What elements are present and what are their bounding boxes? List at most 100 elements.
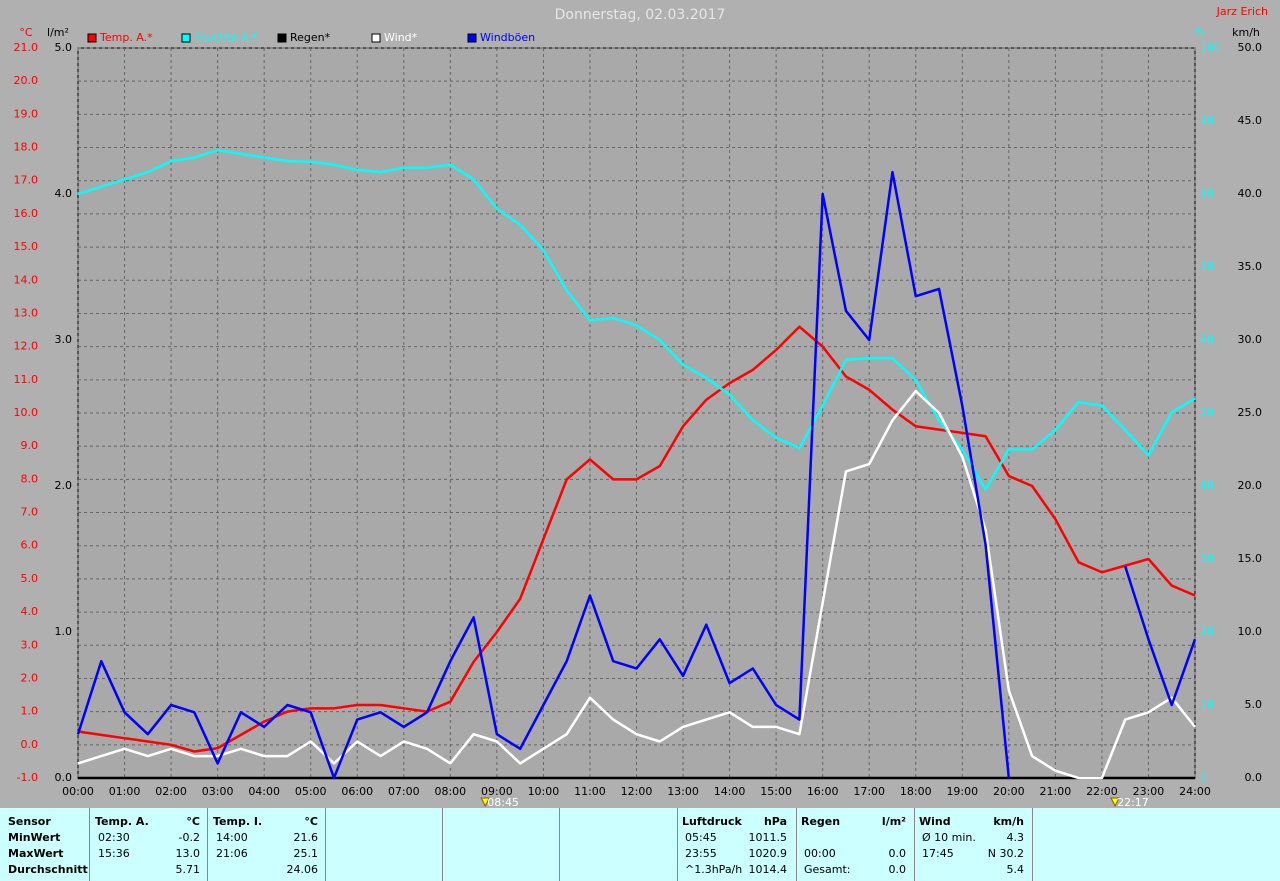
- value: 1020.9: [748, 847, 788, 860]
- y2-tick-label: 50.0: [1238, 41, 1263, 54]
- y-tick-label: 12.0: [14, 340, 39, 353]
- author: Jarz Erich: [1216, 5, 1268, 18]
- legend-label: Temp. A.*: [99, 31, 153, 44]
- legend-label: Wind*: [384, 31, 418, 44]
- y3-tick-label: 20: [1200, 625, 1214, 638]
- time: 00:00: [804, 847, 836, 860]
- y2-axis-unit: km/h: [1232, 26, 1260, 39]
- divider: [89, 808, 90, 881]
- y-tick-label: 4.0: [21, 605, 39, 618]
- y-tick-label: 8.0: [21, 472, 39, 485]
- marker-label: 08:45: [487, 796, 519, 808]
- y-tick-label: 17.0: [14, 174, 39, 187]
- x-tick-label: 11:00: [574, 785, 606, 798]
- marker: [1110, 797, 1120, 808]
- y3-tick-label: 40: [1200, 479, 1214, 492]
- panel-title: Temp. I.: [213, 815, 263, 828]
- y2-tick-label: 30.0: [1238, 333, 1263, 346]
- series-line: [77, 389, 1196, 780]
- y-tick-label: -1.0: [17, 771, 38, 784]
- time: 02:30: [98, 831, 130, 844]
- legend-swatch: [277, 33, 287, 43]
- panel-unit: hPa: [763, 815, 787, 828]
- y3-tick-label: 100: [1200, 41, 1221, 54]
- y-tick-label: 15.0: [14, 240, 39, 253]
- value: 1011.5: [748, 831, 788, 844]
- value: 5.4: [1006, 863, 1025, 876]
- series-line: [77, 148, 1196, 491]
- panel-unit: l/m²: [881, 815, 906, 828]
- time: 17:45: [922, 847, 954, 860]
- x-tick-label: 18:00: [900, 785, 932, 798]
- y-tick-label: 0.0: [21, 738, 39, 751]
- y3-tick-label: 70: [1200, 260, 1214, 273]
- y2-tick-label: 25.0: [1238, 406, 1263, 419]
- y-tick-label: 19.0: [14, 107, 39, 120]
- time: 21:06: [216, 847, 248, 860]
- x-tick-label: 00:00: [62, 785, 94, 798]
- legend-label: Feuchte A.*: [194, 31, 258, 44]
- y3-tick-label: 90: [1200, 114, 1214, 127]
- x-tick-label: 03:00: [202, 785, 234, 798]
- row-label: MaxWert: [8, 847, 64, 860]
- time: 05:45: [685, 831, 717, 844]
- divider: [559, 808, 560, 881]
- value: 21.6: [293, 831, 319, 844]
- y-tick-label: 18.0: [14, 141, 39, 154]
- series-line: [77, 325, 1196, 753]
- y-tick-label: 14.0: [14, 273, 39, 286]
- y3-tick-label: 60: [1200, 333, 1214, 346]
- legend-label: Windböen: [480, 31, 535, 44]
- y4-tick-label: 2.0: [55, 479, 73, 492]
- legend-swatch: [87, 33, 97, 43]
- marker-label: 22:17: [1117, 796, 1149, 808]
- y-tick-label: 1.0: [21, 705, 39, 718]
- value: 5.71: [175, 863, 201, 876]
- divider: [796, 808, 797, 881]
- x-tick-label: 17:00: [853, 785, 885, 798]
- x-tick-label: 06:00: [341, 785, 373, 798]
- divider: [325, 808, 326, 881]
- y4-tick-label: 1.0: [55, 625, 73, 638]
- summary-table: Sensor MinWert MaxWert Durchschnitt Temp. A.…: [0, 808, 1280, 881]
- time: 23:55: [685, 847, 717, 860]
- legend-swatch: [181, 33, 191, 43]
- divider: [207, 808, 208, 881]
- panel-title: Luftdruck: [682, 815, 742, 828]
- value: 24.06: [286, 863, 319, 876]
- y-axis-unit: °C: [19, 26, 33, 39]
- legend-label: Regen*: [290, 31, 331, 44]
- y-tick-label: 20.0: [14, 74, 39, 87]
- value: 0.0: [888, 847, 907, 860]
- y-tick-label: 16.0: [14, 207, 39, 220]
- y2-tick-label: 5.0: [1245, 698, 1263, 711]
- y-tick-label: 13.0: [14, 306, 39, 319]
- time: 14:00: [216, 831, 248, 844]
- y-tick-label: 5.0: [21, 572, 39, 585]
- panel-title: Regen: [801, 815, 841, 828]
- x-tick-label: 15:00: [760, 785, 792, 798]
- time: Ø 10 min.: [922, 831, 976, 844]
- y-tick-label: 10.0: [14, 406, 39, 419]
- x-tick-label: 04:00: [248, 785, 280, 798]
- y4-tick-label: 0.0: [55, 771, 73, 784]
- x-tick-label: 08:00: [434, 785, 466, 798]
- y4-tick-label: 4.0: [55, 187, 73, 200]
- marker: [480, 797, 491, 808]
- x-tick-label: 19:00: [946, 785, 978, 798]
- y2-tick-label: 35.0: [1238, 260, 1263, 273]
- y3-tick-label: 10: [1200, 698, 1214, 711]
- y-tick-label: 3.0: [21, 638, 39, 651]
- value: 13.0: [175, 847, 201, 860]
- y2-tick-label: 0.0: [1245, 771, 1263, 784]
- row-label: Durchschnitt: [8, 863, 88, 876]
- divider: [914, 808, 915, 881]
- y2-tick-label: 15.0: [1238, 552, 1263, 565]
- panel-unit: °C: [304, 815, 318, 828]
- panel-title: Wind: [919, 815, 951, 828]
- series-line: [1123, 565, 1197, 707]
- panel-unit: °C: [186, 815, 200, 828]
- time: 15:36: [98, 847, 130, 860]
- y3-tick-label: 50: [1200, 406, 1214, 419]
